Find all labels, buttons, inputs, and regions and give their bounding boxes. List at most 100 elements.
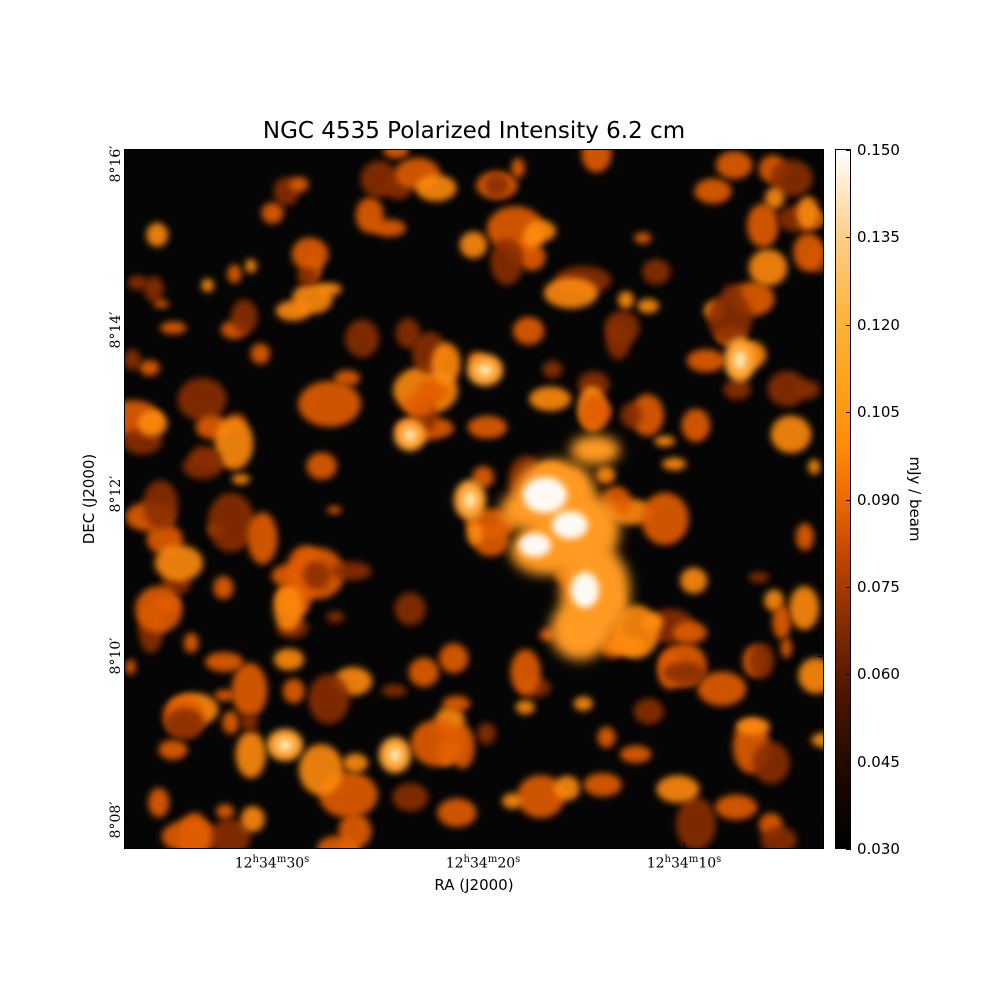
intensity-blob xyxy=(634,232,652,244)
intensity-blob xyxy=(160,321,187,335)
colorbar-tick-label: 0.075 xyxy=(857,577,900,596)
y-tick-mark xyxy=(125,494,130,495)
y-tick-label: 8°10′ xyxy=(108,637,124,675)
colorbar-tick-mark xyxy=(846,849,851,850)
x-tick-mark xyxy=(684,843,685,848)
y-tick-mark xyxy=(818,494,823,495)
intensity-blob xyxy=(431,342,461,385)
image-plot-area xyxy=(124,149,824,849)
x-tick-mark xyxy=(483,843,484,848)
intensity-blob xyxy=(442,695,471,712)
intensity-blob xyxy=(139,359,160,376)
intensity-blob xyxy=(662,457,687,471)
intensity-blob xyxy=(273,584,303,631)
intensity-blob xyxy=(552,511,588,539)
intensity-blob xyxy=(394,592,426,626)
intensity-blob xyxy=(502,793,523,809)
intensity-blob xyxy=(641,613,664,631)
intensity-blob xyxy=(550,600,610,660)
intensity-blob xyxy=(748,249,788,287)
colorbar-tick-label: 0.090 xyxy=(857,490,900,509)
colorbar-tick-label: 0.105 xyxy=(857,403,900,422)
intensity-blob xyxy=(154,544,204,582)
intensity-blob xyxy=(214,689,236,702)
y-tick-mark xyxy=(818,164,823,165)
intensity-blob xyxy=(404,429,416,441)
colorbar-tick-label: 0.030 xyxy=(857,840,900,858)
intensity-blob xyxy=(208,818,251,848)
intensity-blob xyxy=(583,772,622,797)
intensity-blob xyxy=(177,377,227,421)
x-tick-mark xyxy=(272,150,273,155)
intensity-blob xyxy=(330,561,372,581)
intensity-blob xyxy=(662,661,706,684)
colorbar-label: mJy / beam xyxy=(906,456,924,542)
intensity-blob xyxy=(769,159,813,197)
y-tick-mark xyxy=(125,820,130,821)
colorbar-tick-mark xyxy=(846,150,851,151)
intensity-blob xyxy=(642,259,671,285)
intensity-blob xyxy=(697,671,747,706)
intensity-blob xyxy=(490,238,524,285)
intensity-blob xyxy=(438,643,469,674)
intensity-blob xyxy=(633,698,664,725)
intensity-blob xyxy=(542,360,563,379)
intensity-blob xyxy=(510,649,541,695)
intensity-blob xyxy=(459,231,488,259)
intensity-blob xyxy=(201,278,214,293)
y-tick-label: 8°16′ xyxy=(108,145,124,183)
intensity-blob xyxy=(656,775,700,803)
colorbar-tick-mark xyxy=(846,412,851,414)
intensity-blob xyxy=(203,450,222,470)
intensity-blob xyxy=(780,637,792,659)
intensity-blob xyxy=(522,228,544,248)
intensity-blob xyxy=(125,349,141,371)
intensity-blob xyxy=(752,741,790,784)
intensity-blob xyxy=(523,477,567,513)
intensity-blob xyxy=(811,732,823,748)
intensity-blob xyxy=(135,586,183,633)
intensity-blob xyxy=(275,300,311,321)
colorbar-tick-mark xyxy=(846,324,851,326)
intensity-blob xyxy=(334,370,361,386)
intensity-blob xyxy=(597,726,616,748)
intensity-blob xyxy=(680,567,708,594)
intensity-blob xyxy=(630,394,664,437)
intensity-blob xyxy=(484,174,509,197)
intensity-blob xyxy=(277,739,293,751)
y-tick-mark xyxy=(125,330,130,331)
intensity-blob xyxy=(338,813,372,848)
intensity-blob xyxy=(317,282,342,296)
intensity-blob xyxy=(183,632,199,653)
y-tick-label: 8°08′ xyxy=(108,801,124,839)
intensity-blob xyxy=(148,787,170,818)
intensity-blob xyxy=(604,310,640,345)
intensity-blob xyxy=(714,794,758,820)
intensity-blob xyxy=(383,150,409,159)
intensity-blob xyxy=(389,747,401,763)
y-tick-mark xyxy=(125,656,130,657)
colorbar-tick-mark xyxy=(846,674,851,676)
intensity-blob xyxy=(807,459,821,475)
x-tick-label: 12h34m10s xyxy=(646,854,722,872)
intensity-blob xyxy=(707,292,753,345)
intensity-blob xyxy=(296,266,318,285)
intensity-blob xyxy=(216,804,235,819)
intensity-blob xyxy=(245,258,257,274)
intensity-blob xyxy=(231,473,250,485)
colorbar-tick-label: 0.135 xyxy=(857,228,900,247)
intensity-blob xyxy=(230,299,258,335)
intensity-blob xyxy=(214,416,254,470)
intensity-blob xyxy=(408,657,439,687)
y-tick-label: 8°12′ xyxy=(108,475,124,513)
intensity-blob xyxy=(637,298,660,314)
intensity-blob xyxy=(748,572,770,583)
intensity-blob xyxy=(789,586,820,630)
intensity-blob xyxy=(796,380,820,400)
intensity-blob xyxy=(472,466,495,488)
intensity-blob xyxy=(619,745,652,763)
intensity-blob xyxy=(213,576,234,600)
intensity-blob xyxy=(581,150,612,173)
intensity-blob xyxy=(554,775,580,801)
intensity-blob xyxy=(515,700,535,715)
